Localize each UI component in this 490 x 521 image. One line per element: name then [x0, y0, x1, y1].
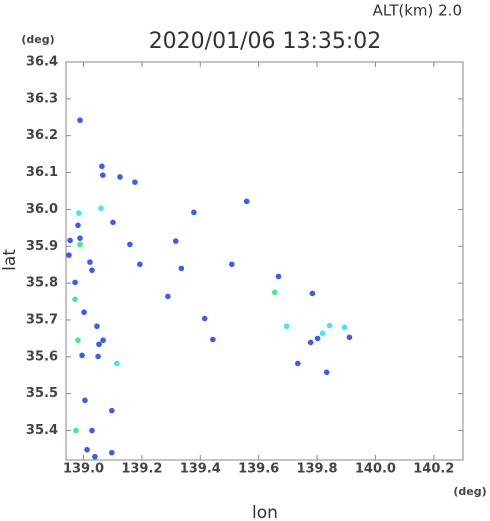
subtitle: ALT(km) 2.0: [373, 2, 462, 20]
y-tick-label: 35.6: [26, 349, 58, 364]
echo-point: [326, 322, 333, 329]
y-axis-label: lat: [0, 249, 20, 271]
echo-point: [89, 267, 95, 274]
echo-point: [84, 446, 90, 453]
echo-point: [165, 293, 171, 300]
echo-point: [109, 407, 115, 414]
y-tick-label: 36.0: [26, 202, 58, 217]
echo-point: [87, 259, 93, 265]
echo-point: [77, 235, 83, 241]
echo-point: [323, 369, 330, 376]
echo-point: [271, 289, 278, 296]
echo-point: [100, 337, 106, 344]
echo-point: [98, 205, 104, 212]
echo-point: [110, 219, 116, 226]
echo-point: [117, 174, 123, 180]
echo-point: [319, 330, 326, 337]
y-tick-label: 35.8: [26, 276, 58, 291]
echo-point: [307, 339, 314, 346]
y-unit: (deg): [21, 33, 54, 46]
echo-point: [89, 427, 95, 434]
echo-point: [66, 252, 72, 258]
echo-point: [294, 360, 301, 367]
echo-point: [99, 172, 106, 178]
x-axis-label: lon: [252, 503, 278, 521]
echo-point: [79, 352, 85, 359]
echo-point: [77, 117, 83, 124]
y-tick-label: 35.7: [26, 312, 58, 327]
x-tick-label: 139.4: [180, 462, 221, 477]
echo-point: [72, 296, 78, 303]
echo-point: [75, 337, 81, 344]
echo-point: [346, 334, 353, 341]
echo-point: [109, 449, 115, 456]
echo-point: [77, 241, 83, 248]
echo-point: [201, 315, 208, 322]
echo-point: [178, 265, 185, 272]
x-tick-label: 139.8: [296, 462, 337, 477]
echo-point: [172, 238, 179, 244]
y-tick-label: 36.2: [26, 128, 58, 143]
echo-point: [75, 222, 81, 229]
echo-point: [210, 336, 216, 343]
plot-frame: [65, 61, 464, 461]
echo-point: [191, 209, 197, 216]
echo-point: [309, 290, 316, 297]
echo-point: [243, 198, 250, 205]
echo-point: [127, 241, 133, 248]
echo-point: [73, 427, 79, 434]
echo-point: [94, 323, 100, 330]
echo-point: [283, 323, 290, 330]
x-tick-label: 139.6: [238, 462, 279, 477]
echo-point: [92, 453, 98, 460]
echo-point: [82, 397, 88, 404]
echo-point: [314, 335, 321, 342]
chart-title: 2020/01/06 13:35:02: [149, 29, 382, 54]
x-tick-label: 139.0: [63, 462, 104, 477]
echo-point: [137, 261, 143, 268]
echo-point: [72, 279, 78, 286]
echo-point: [341, 324, 348, 331]
y-tick-label: 35.9: [26, 239, 58, 254]
echo-point: [229, 261, 235, 268]
y-tick-label: 35.5: [26, 386, 58, 401]
x-tick-label: 140.2: [413, 462, 454, 477]
echo-point: [81, 309, 87, 316]
echo-point: [99, 163, 105, 170]
x-tick-label: 140.0: [355, 462, 396, 477]
x-tick-label: 139.2: [121, 462, 162, 477]
echo-point: [96, 341, 102, 348]
y-tick-label: 36.1: [26, 165, 58, 180]
echo-point: [113, 360, 120, 367]
y-tick-label: 35.4: [26, 423, 58, 438]
y-tick-label: 36.4: [26, 55, 58, 70]
echo-point: [76, 210, 82, 216]
echo-point: [132, 179, 138, 185]
y-tick-label: 36.3: [26, 91, 58, 106]
x-unit: (deg): [453, 485, 486, 498]
echo-point: [95, 353, 101, 360]
echo-point: [275, 273, 282, 280]
echo-point: [67, 237, 73, 244]
